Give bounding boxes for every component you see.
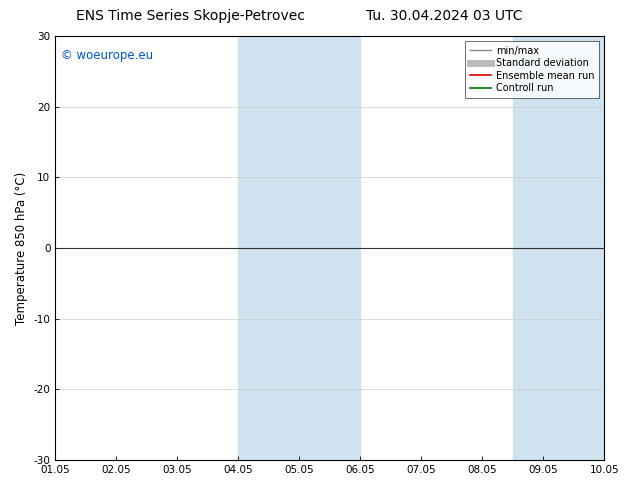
Bar (238, 36, 360, 460)
Text: ENS Time Series Skopje-Petrovec: ENS Time Series Skopje-Petrovec (75, 9, 305, 23)
Legend: min/max, Standard deviation, Ensemble mean run, Controll run: min/max, Standard deviation, Ensemble me… (465, 41, 599, 98)
Y-axis label: Temperature 850 hPa (°C): Temperature 850 hPa (°C) (15, 172, 28, 325)
Text: © woeurope.eu: © woeurope.eu (61, 49, 153, 62)
Text: Tu. 30.04.2024 03 UTC: Tu. 30.04.2024 03 UTC (366, 9, 522, 23)
Bar (513, 36, 634, 460)
